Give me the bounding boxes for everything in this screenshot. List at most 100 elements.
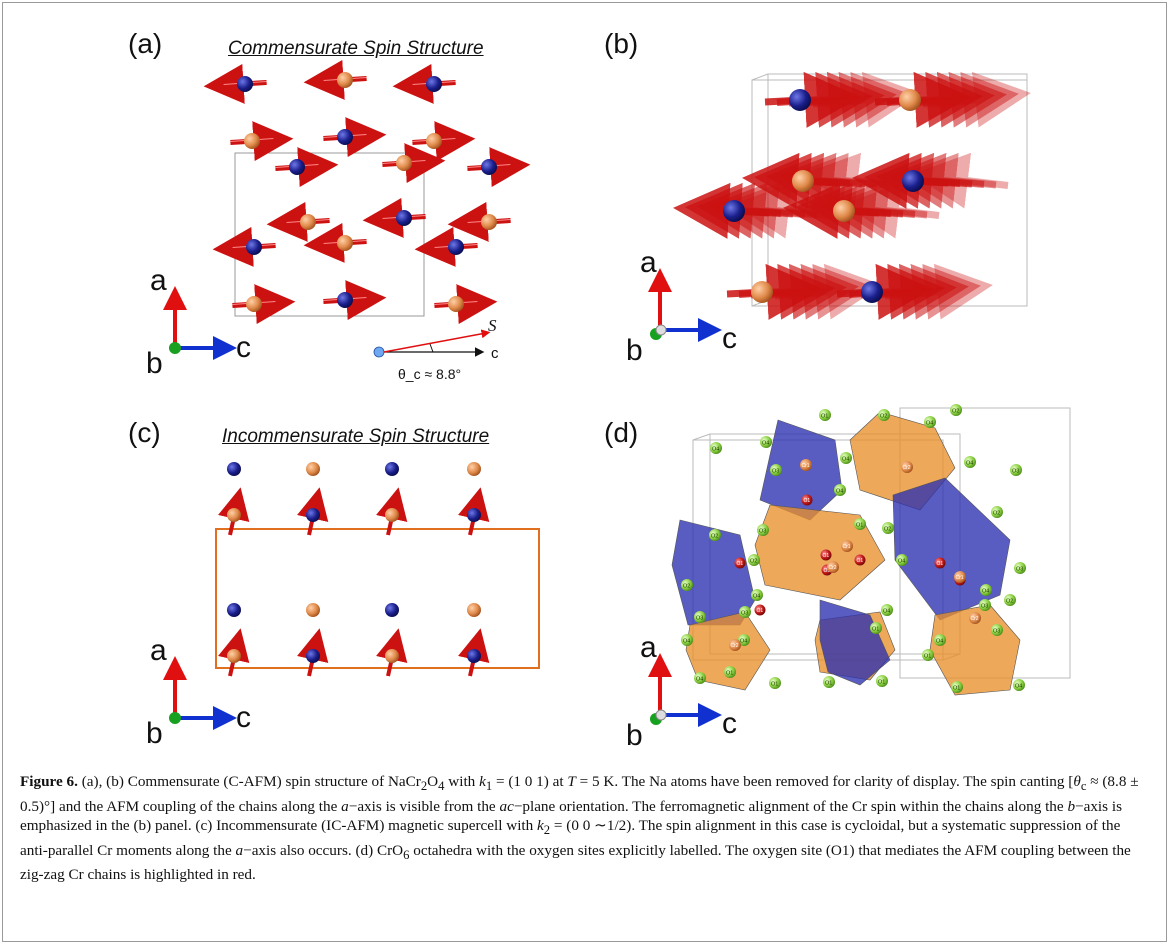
spin-arrow (934, 71, 1031, 128)
cr-atom-orange (792, 170, 814, 192)
oxygen-label: O1 (856, 523, 863, 529)
cr-atom-orange (227, 508, 241, 522)
cr-atom-orange (901, 461, 913, 473)
oxygen-atom (896, 554, 908, 566)
oxygen-label: O4 (683, 639, 690, 645)
oxygen-atom (964, 456, 976, 468)
cr-atom-orange (227, 649, 241, 663)
oxygen-atom (854, 518, 866, 530)
cro6-octahedron (819, 599, 891, 686)
axes-a: a b c (146, 264, 251, 380)
oxygen-label: O4 (762, 441, 769, 447)
spin-arrow (733, 182, 830, 239)
panel-b-label: (b) (604, 28, 639, 59)
oxygen-label: O2 (711, 534, 718, 540)
cr-atom-orange (969, 612, 981, 624)
panel-c-label: (c) (128, 417, 161, 448)
caption-text: octahedra with the oxygen sites explicit… (20, 841, 1131, 884)
oxygen-atom (751, 589, 763, 601)
oxygen-label: O1 (825, 681, 832, 687)
caption-k: k (479, 773, 486, 790)
unit-cell-a (234, 152, 425, 317)
oxygen-atom (834, 484, 846, 496)
axis-a-label-d: a (640, 631, 657, 664)
panel-a-graphic: a b c S c θ_c ≈ 8.8° (146, 59, 531, 382)
caption-text: −axis is emphasized in the (b) panel. (c… (20, 797, 1122, 835)
oxygen-atom (934, 634, 946, 646)
cro6-octahedron (754, 504, 886, 601)
cr-label: Cr2 (829, 565, 837, 571)
oxygen-atom (840, 452, 852, 464)
oxygen-atom (819, 409, 831, 421)
cr-atom-blue (227, 603, 241, 617)
cr-atom-orange (751, 281, 773, 303)
oxygen-label: O2 (884, 527, 891, 533)
oxygen-label: O3 (772, 469, 779, 475)
oxygen-label: O4 (966, 461, 973, 467)
oxygen-label: O2 (952, 409, 959, 415)
caption-theta: θ (1073, 773, 1081, 790)
axes-d: a b c (626, 631, 737, 752)
oxygen-atom (882, 522, 894, 534)
cr-atom-orange (337, 72, 353, 88)
panel-d-graphic: O1 O2 O2 O4 O4 O4 O4 O3 O3 O4 O4 O2 O3 O1 O2 O2 O2 O4 O4 O2… (626, 404, 1071, 752)
cr-atom-orange (467, 462, 481, 476)
o1-label: O1 (824, 568, 831, 574)
oxygen-atom (694, 672, 706, 684)
cr-atom-blue (902, 170, 924, 192)
cr-atom-blue (337, 129, 353, 145)
cr-atom-orange (954, 571, 966, 583)
oxygen-atom (924, 416, 936, 428)
cr-atom-blue (385, 462, 399, 476)
cr-atom-orange (246, 296, 262, 312)
cr-atom-blue (396, 210, 412, 226)
cr-atom-orange (729, 639, 741, 651)
caption-text: −plane orientation. The ferromagnetic al… (513, 797, 1068, 815)
theta-label: θ_c ≈ 8.8° (398, 366, 461, 382)
oxygen-label: O3 (1016, 567, 1023, 573)
axis-a-label-c: a (150, 634, 167, 667)
oxygen-label: O1 (924, 654, 931, 660)
o1-label: O1 (757, 608, 764, 614)
oxygen-atom (710, 442, 722, 454)
oxygen-label: O1 (878, 680, 885, 686)
cr-label: Cr2 (971, 616, 979, 622)
oxygen-label: O1 (872, 627, 879, 633)
cr-atom-orange (385, 508, 399, 522)
oxygen-label: O4 (1015, 684, 1022, 690)
oxygen-atom (769, 677, 781, 689)
caption-T: T (567, 773, 576, 790)
oxygen-atom (738, 634, 750, 646)
oxygen-atom (1014, 562, 1026, 574)
caption-text: with (444, 773, 480, 790)
oxygen-label: O2 (1006, 599, 1013, 605)
cr-atom-orange (827, 561, 839, 573)
oxygen-atom (881, 604, 893, 616)
axis-c-label-b: c (722, 322, 737, 355)
cr-label: Cr2 (731, 643, 739, 649)
panel-c-title: Incommensurate Spin Structure (222, 426, 490, 447)
o1-label: O1 (857, 558, 864, 564)
cr-atom-orange (396, 155, 412, 171)
cr-label: Cr2 (903, 465, 911, 471)
caption-text: −axis is visible from the (348, 797, 500, 815)
caption-text: = 5 K. The Na atoms have been removed fo… (575, 773, 1074, 790)
panel-c-graphic: a b c (146, 462, 540, 750)
oxygen-label: O4 (740, 639, 747, 645)
cr-atom-orange (426, 133, 442, 149)
o1-label: O1 (823, 553, 830, 559)
spin-arrow (912, 152, 1009, 209)
axis-b-label-d: b (626, 719, 643, 752)
panel-b-spins (673, 71, 1031, 320)
cr-label: Cr1 (802, 463, 810, 469)
oxygen-atom (1013, 679, 1025, 691)
panel-b-graphic: a b c (626, 71, 1031, 367)
oxygen-atom (951, 681, 963, 693)
spin-arrow (824, 71, 921, 128)
cr-atom-blue (481, 159, 497, 175)
cr-atom-blue (237, 76, 253, 92)
oxygen-atom (694, 611, 706, 623)
axis-c-label: c (236, 331, 251, 364)
caption-text: O (427, 773, 439, 790)
